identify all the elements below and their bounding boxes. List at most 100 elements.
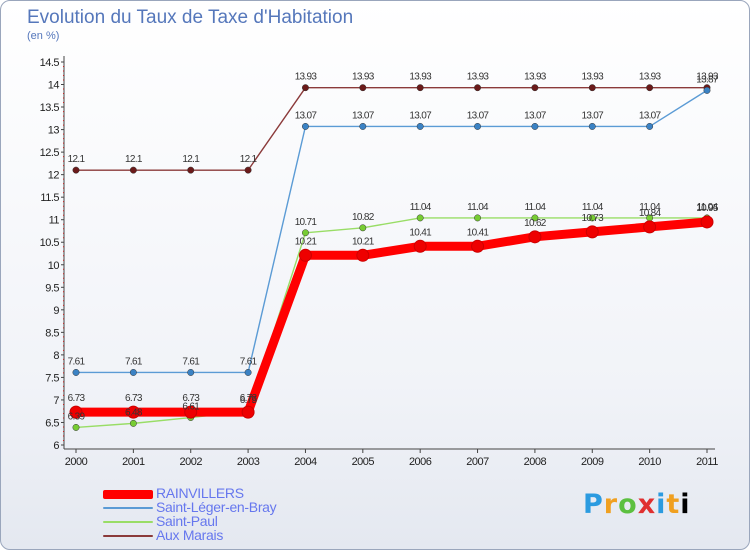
- legend-swatch: [103, 521, 153, 523]
- data-label: 12.1: [125, 154, 143, 165]
- data-label: 10.73: [582, 213, 605, 224]
- data-label: 11.04: [582, 202, 604, 213]
- x-tick-label: 2008: [524, 456, 547, 468]
- y-tick-label: 12: [48, 170, 60, 182]
- data-label: 6.61: [182, 402, 200, 413]
- series-saint-l-ger-en-bray: [72, 86, 711, 376]
- y-tick-label: 13: [48, 125, 60, 137]
- data-point: [184, 405, 198, 419]
- y-tick-label: 6.5: [45, 417, 59, 429]
- chart-unit: (en %): [27, 30, 60, 42]
- data-point: [72, 423, 80, 431]
- data-point: [241, 405, 255, 419]
- data-point: [298, 248, 312, 262]
- data-point: [703, 86, 711, 94]
- data-label: 11.04: [467, 202, 489, 213]
- x-tick-label: 2009: [581, 456, 604, 468]
- data-point: [72, 166, 80, 174]
- data-point: [471, 239, 485, 253]
- data-point: [129, 419, 137, 427]
- x-tick-label: 2002: [179, 456, 202, 468]
- y-tick-label: 14: [48, 80, 60, 92]
- y-tick-label: 7: [53, 395, 59, 407]
- data-label: 13.93: [352, 72, 375, 83]
- proxiti-logo: Proxiti: [583, 489, 691, 520]
- data-point: [646, 122, 654, 130]
- data-point: [531, 122, 539, 130]
- data-label: 13.93: [524, 72, 547, 83]
- data-point: [302, 84, 309, 92]
- data-point: [302, 122, 309, 130]
- series-line: [75, 217, 708, 429]
- data-label: 10.84: [639, 208, 662, 219]
- data-label: 11.04: [525, 202, 547, 213]
- data-point: [359, 122, 367, 130]
- data-point: [416, 84, 424, 92]
- chart-title: Evolution du Taux de Taxe d'Habitation: [27, 7, 354, 28]
- y-tick-label: 12.5: [40, 147, 60, 159]
- data-point: [474, 214, 481, 222]
- data-label: 13.93: [696, 72, 719, 83]
- data-label: 13.93: [295, 72, 318, 83]
- data-label: 13.93: [582, 72, 605, 83]
- data-label: 6.73: [68, 393, 86, 404]
- data-point: [302, 229, 309, 237]
- data-label: 13.07: [409, 110, 432, 121]
- data-label: 10.21: [295, 236, 318, 247]
- data-point: [129, 166, 137, 174]
- data-point: [356, 248, 370, 262]
- legend-swatch: [103, 490, 153, 499]
- legend-label: RAINVILLERS: [156, 485, 244, 501]
- data-label: 12.1: [68, 154, 86, 165]
- data-point: [700, 215, 714, 229]
- y-tick-label: 13.5: [40, 102, 60, 114]
- data-label: 13.07: [295, 110, 318, 121]
- y-tick-label: 7.5: [45, 372, 59, 384]
- data-label: 13.07: [524, 110, 547, 121]
- data-point: [646, 84, 654, 92]
- y-tick-label: 10.5: [40, 237, 60, 249]
- legend-swatch: [103, 535, 153, 537]
- data-point: [72, 369, 80, 376]
- data-label: 11.04: [639, 202, 661, 213]
- data-label: 10.62: [524, 218, 547, 229]
- logo-letter: o: [618, 489, 638, 520]
- x-tick-label: 2003: [237, 456, 260, 468]
- x-tick-label: 2001: [122, 456, 145, 468]
- y-tick-label: 9: [53, 305, 59, 317]
- logo-letter: r: [603, 489, 619, 520]
- data-label: 7.61: [68, 356, 86, 367]
- data-point: [244, 166, 252, 174]
- series-line: [75, 86, 708, 171]
- series-aux-marais: [72, 84, 711, 174]
- data-point: [126, 405, 140, 419]
- x-tick-label: 2006: [409, 456, 432, 468]
- logo-letter: P: [583, 489, 604, 520]
- data-point: [588, 214, 596, 222]
- data-point: [588, 84, 596, 92]
- data-label: 10.41: [409, 227, 432, 238]
- legend-label: Saint-Paul: [156, 513, 218, 529]
- data-label: 10.41: [467, 227, 490, 238]
- y-tick-label: 14.5: [40, 57, 60, 69]
- data-point: [359, 224, 367, 232]
- data-label: 12.1: [182, 154, 200, 165]
- data-label: 10.95: [696, 203, 719, 214]
- series-line: [71, 217, 712, 417]
- legend-label: Saint-Léger-en-Bray: [156, 499, 277, 515]
- y-tick-label: 11.5: [40, 192, 59, 204]
- data-label: 7.61: [182, 356, 200, 367]
- data-label: 13.93: [639, 72, 662, 83]
- y-tick-label: 8.5: [45, 327, 59, 339]
- data-point: [244, 369, 252, 376]
- data-point: [413, 239, 427, 253]
- data-point: [474, 84, 481, 92]
- data-point: [187, 369, 195, 376]
- data-point: [585, 225, 599, 239]
- data-label: 7.61: [240, 356, 258, 367]
- logo-letter: x: [637, 489, 657, 520]
- data-label: 6.73: [182, 393, 200, 404]
- data-point: [359, 84, 367, 92]
